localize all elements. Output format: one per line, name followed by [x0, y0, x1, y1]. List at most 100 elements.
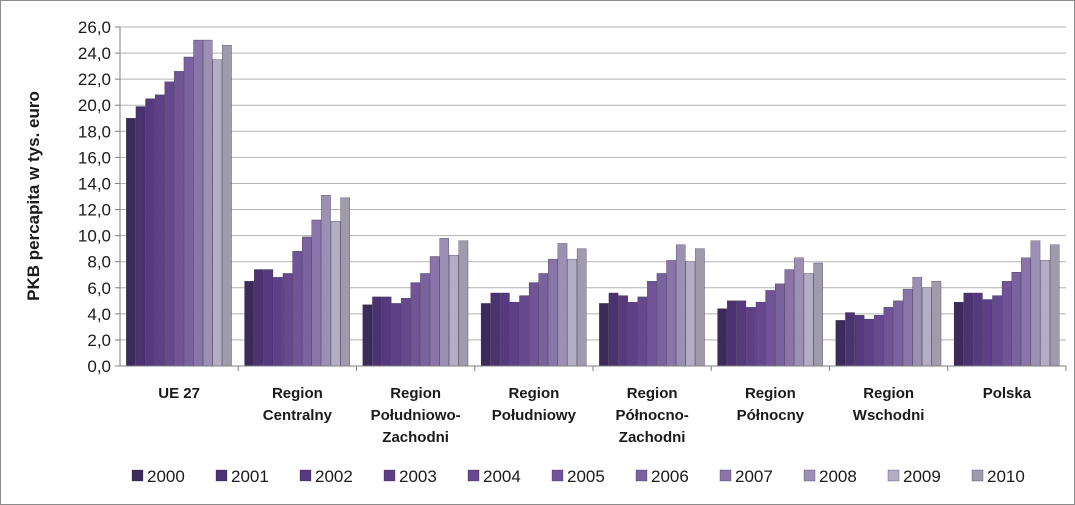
legend-label: 2003: [399, 467, 437, 486]
legend-swatch: [131, 469, 144, 482]
x-category-label: Polska: [983, 385, 1032, 402]
bar: [538, 273, 549, 367]
bar: [845, 312, 855, 367]
x-category-label: Region Południowy: [492, 385, 577, 424]
y-tick-label: 8,0: [87, 253, 111, 272]
x-category-label: Region Południowo-Zachodni: [371, 385, 461, 446]
bar: [222, 45, 232, 367]
y-tick-label: 4,0: [87, 305, 111, 324]
x-category-label: Region Północno-Zachodni: [615, 385, 688, 446]
x-axis-categories: UE 27 Region Centralny Region Południowo-Zac…: [158, 385, 1031, 446]
bar: [666, 260, 676, 367]
legend-label: 2010: [987, 467, 1025, 486]
bar: [340, 197, 350, 367]
legend-label: 2000: [147, 467, 185, 486]
bar: [746, 307, 756, 367]
bar: [813, 262, 823, 367]
bar: [1021, 257, 1031, 367]
bar: [458, 240, 469, 367]
bar: [931, 281, 942, 367]
bar: [135, 106, 146, 367]
legend-swatch: [635, 469, 648, 482]
bar: [1030, 240, 1041, 367]
bar: [685, 261, 696, 367]
bar: [282, 273, 293, 367]
bar: [775, 283, 785, 367]
bar: [656, 273, 667, 367]
bar: [429, 256, 440, 367]
x-category-label: Region Północny: [737, 385, 805, 424]
bar: [1001, 281, 1012, 367]
bar: [557, 243, 568, 367]
bar: [183, 56, 194, 367]
legend-label: 2001: [231, 467, 269, 486]
y-tick-label: 16,0: [78, 148, 111, 167]
bar: [519, 295, 529, 367]
bar: [922, 287, 932, 367]
y-tick-label: 24,0: [78, 44, 111, 63]
bar: [803, 273, 814, 367]
legend-label: 2002: [315, 467, 353, 486]
legend-swatch: [299, 469, 312, 482]
bar: [449, 255, 459, 367]
bar: [794, 257, 804, 367]
bar: [1049, 244, 1060, 367]
bar: [439, 238, 449, 367]
bar: [480, 303, 491, 367]
bar: [509, 301, 520, 367]
legend-swatch: [551, 469, 564, 482]
bar: [864, 318, 874, 367]
bar: [755, 301, 766, 367]
bar: [164, 81, 175, 367]
bar: [273, 277, 283, 367]
legend-swatch: [467, 469, 480, 482]
bar: [292, 251, 302, 367]
bar: [362, 304, 373, 367]
bar: [381, 296, 392, 367]
y-tick-label: 14,0: [78, 174, 111, 193]
bar: [372, 296, 382, 367]
bar: [973, 292, 983, 367]
bar: [1040, 260, 1050, 367]
legend-label: 2006: [651, 467, 689, 486]
y-axis-label: PKB percapita w tys. euro: [24, 91, 43, 301]
bar: [263, 269, 274, 367]
bar: [244, 281, 254, 367]
bar: [321, 195, 331, 367]
bar: [982, 299, 993, 367]
bar: [254, 269, 264, 367]
x-category-label: Region Wschodni: [853, 385, 925, 424]
bar: [145, 98, 155, 367]
bar: [902, 288, 913, 367]
bar: [695, 248, 705, 367]
x-category-label: UE 27: [158, 385, 200, 402]
bar: [963, 292, 974, 367]
bar: [736, 300, 747, 367]
bar: [500, 292, 510, 367]
legend-swatch: [215, 469, 228, 482]
bar: [302, 236, 312, 367]
y-tick-label: 18,0: [78, 122, 111, 141]
bar: [727, 300, 737, 367]
bar: [912, 277, 922, 367]
bar: [174, 71, 184, 367]
y-tick-label: 2,0: [87, 331, 111, 350]
bar: [567, 258, 577, 367]
legend: 2000 2001 2002 2003 2004 2005 2006 2007 2008 2009…: [131, 467, 1025, 486]
bar: [992, 295, 1002, 367]
bar: [548, 258, 558, 367]
legend-swatch: [887, 469, 900, 482]
bar: [202, 39, 213, 367]
bar: [154, 94, 165, 367]
legend-label: 2004: [483, 467, 521, 486]
bar: [883, 307, 894, 367]
bar: [420, 273, 430, 367]
legend-swatch: [803, 469, 816, 482]
bar: [717, 308, 727, 367]
legend-label: 2009: [903, 467, 941, 486]
bar: [675, 244, 686, 367]
bar: [490, 292, 501, 367]
bar: [528, 282, 539, 367]
bar: [627, 301, 638, 367]
y-tick-label: 0,0: [87, 357, 111, 376]
